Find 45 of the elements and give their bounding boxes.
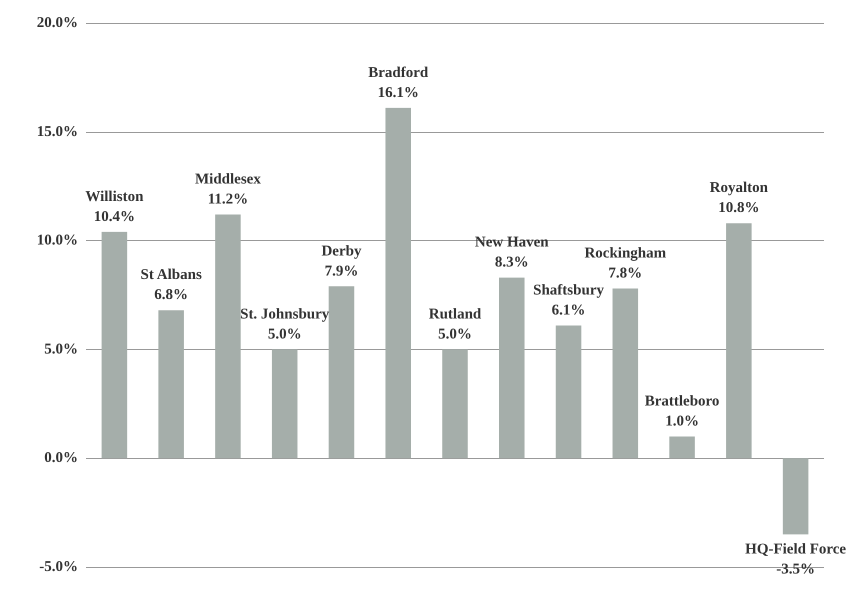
y-tick-label: 0.0%	[44, 450, 78, 466]
data-label: 5.0%	[438, 326, 472, 342]
x-tick-label: St. Johnsbury	[240, 306, 330, 322]
bar	[385, 108, 412, 458]
x-tick-label: HQ-Field Force	[745, 541, 846, 558]
data-label: 5.0%	[268, 326, 302, 342]
y-tick-label: 15.0%	[36, 124, 78, 140]
bar	[498, 278, 525, 458]
x-tick-label: Shaftsbury	[533, 282, 604, 298]
x-tick-label: Brattleboro	[644, 393, 720, 410]
x-tick-label: Middlesex	[195, 171, 262, 188]
y-tick-label: -5.0%	[39, 559, 78, 575]
bar	[612, 288, 638, 458]
bar	[669, 436, 695, 458]
x-tick-label: Royalton	[710, 180, 769, 196]
data-label: 8.3%	[494, 254, 529, 271]
data-label: 7.8%	[608, 265, 642, 282]
x-tick-label: Rutland	[428, 306, 482, 322]
data-label: 10.4%	[94, 208, 136, 225]
bar	[272, 349, 298, 458]
data-label: 16.1%	[378, 84, 419, 101]
bar	[158, 310, 184, 458]
bar	[726, 223, 752, 458]
bar	[782, 458, 808, 534]
data-label: 6.8%	[154, 287, 188, 304]
y-tick-label: 5.0%	[44, 341, 78, 358]
data-label: 11.2%	[208, 191, 248, 208]
x-tick-label: Bradford	[368, 64, 429, 81]
y-tick-label: 10.0%	[36, 232, 78, 249]
data-label: 7.9%	[324, 263, 358, 280]
data-label: 10.8%	[718, 200, 760, 216]
x-tick-label: Williston	[85, 188, 144, 205]
x-tick-label: New Haven	[474, 234, 550, 251]
data-label: 6.1%	[552, 302, 586, 318]
bar	[328, 286, 354, 458]
data-label: 1.0%	[665, 413, 699, 430]
x-tick-label: Derby	[321, 243, 362, 260]
data-label: -3.5%	[776, 561, 815, 578]
x-tick-label: St Albans	[140, 267, 202, 284]
bar	[215, 214, 241, 458]
bar	[556, 325, 582, 458]
x-tick-label: Rockingham	[584, 245, 667, 262]
bar	[442, 349, 468, 458]
y-tick-label: 20.0%	[36, 15, 78, 31]
bar	[102, 232, 128, 458]
